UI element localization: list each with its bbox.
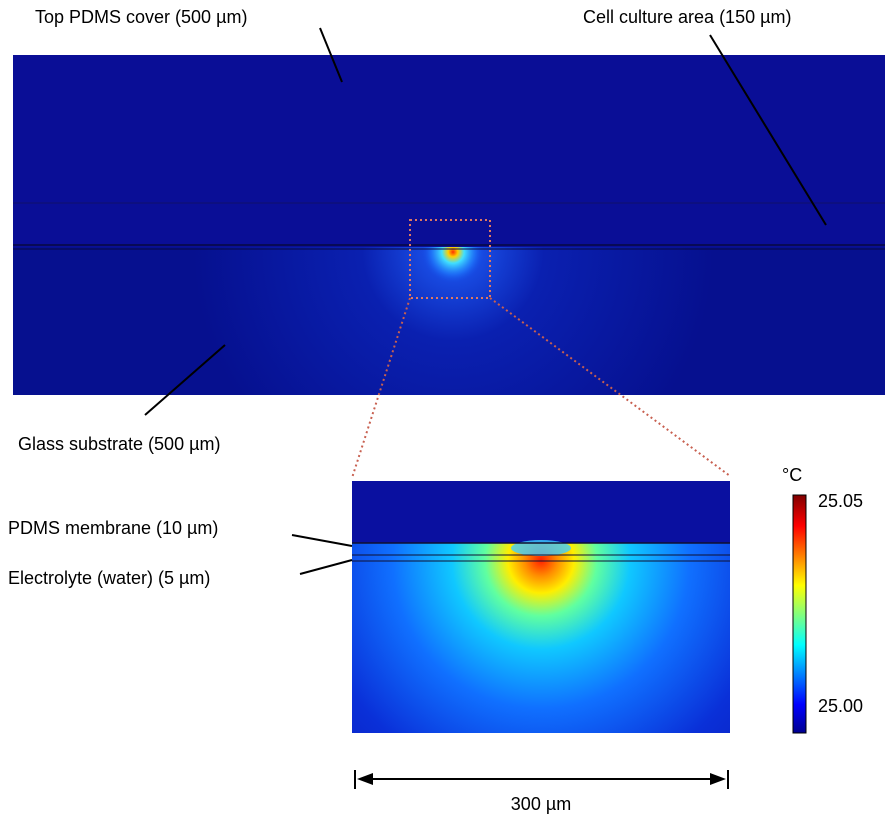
colorbar-min: 25.00 xyxy=(818,696,863,716)
hotspot xyxy=(415,247,491,297)
label: PDMS membrane (10 µm) xyxy=(8,518,218,538)
zoom-upper-layer xyxy=(352,481,730,543)
upper-layer xyxy=(13,55,885,247)
leader-line xyxy=(300,560,352,574)
colorbar-unit: °C xyxy=(782,465,802,485)
colorbar xyxy=(793,495,806,733)
leader-line xyxy=(292,535,352,546)
label: Cell culture area (150 µm) xyxy=(583,7,791,27)
colorbar-max: 25.05 xyxy=(818,491,863,511)
arrowhead xyxy=(710,773,726,785)
scale-label: 300 µm xyxy=(511,794,571,814)
figure: °C 25.05 25.00 300 µm Top PDMS cover (50… xyxy=(0,0,885,819)
arrowhead xyxy=(357,773,373,785)
label: Electrolyte (water) (5 µm) xyxy=(8,568,210,588)
label: Top PDMS cover (500 µm) xyxy=(35,7,247,27)
label: Glass substrate (500 µm) xyxy=(18,434,220,454)
